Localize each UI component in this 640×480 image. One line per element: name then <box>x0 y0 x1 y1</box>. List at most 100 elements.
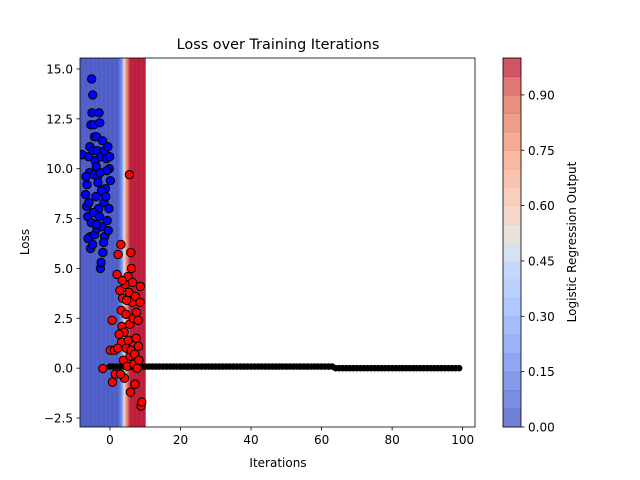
surface-band <box>84 58 87 427</box>
colorbar-tick-label: 0.75 <box>528 144 555 158</box>
class-0-point <box>86 74 97 84</box>
colorbar: 0.00 0.15 0.30 0.45 0.60 0.75 0.90 Logistic Re… <box>502 57 579 435</box>
x-tick-label: 0 <box>106 433 114 447</box>
colorbar-band <box>503 205 521 225</box>
class-1-point <box>113 343 123 353</box>
class-1-point <box>123 335 134 345</box>
surface-band <box>126 58 128 427</box>
surface-band <box>142 58 145 427</box>
colorbar-band <box>503 187 521 207</box>
class-0-point <box>104 152 115 162</box>
surface-band <box>124 58 127 427</box>
surface-band <box>138 58 141 427</box>
colorbar-band <box>503 76 521 96</box>
colorbar-ticks: 0.00 0.15 0.30 0.45 0.60 0.75 0.90 <box>521 88 555 435</box>
y-axis-ticks: −2.5 0.0 2.5 5.0 7.5 10.0 12.5 15.0 <box>44 62 80 426</box>
surface-band <box>130 58 132 427</box>
class-0-point <box>101 191 111 202</box>
y-tick-label: 0.0 <box>54 362 73 376</box>
surface-band <box>82 58 84 427</box>
y-tick-label: 12.5 <box>46 112 73 126</box>
surface-band <box>143 58 146 427</box>
colorbar-band <box>503 168 521 188</box>
class-0-point <box>82 179 92 190</box>
class-1-point <box>131 307 142 318</box>
y-tick-label: 5.0 <box>54 262 73 276</box>
class-0-point <box>93 177 103 188</box>
class-1-point <box>131 333 141 343</box>
class-0-point <box>96 257 106 268</box>
class-0-point <box>91 219 101 230</box>
x-tick-label: 20 <box>173 433 188 447</box>
colorbar-band <box>503 224 521 243</box>
colorbar-tick-label: 0.90 <box>528 88 555 102</box>
surface-band <box>125 58 128 427</box>
colorbar-tick-label: 0.60 <box>528 199 555 213</box>
class-0-point <box>87 90 98 100</box>
surface-band <box>141 58 144 427</box>
class-1-point <box>116 239 126 250</box>
class-1-point <box>135 297 145 308</box>
surface-band <box>127 58 129 427</box>
surface-band <box>140 58 142 427</box>
surface-band <box>96 58 98 427</box>
class-1-point <box>133 315 143 325</box>
y-tick-label: −2.5 <box>44 412 73 426</box>
colorbar-band <box>503 131 521 151</box>
class-0-point <box>97 136 108 146</box>
surface-band <box>139 58 141 427</box>
colorbar-band <box>503 94 521 114</box>
colorbar-tick-label: 0.45 <box>528 254 555 268</box>
class-0-point <box>103 142 113 152</box>
colorbar-band <box>503 334 521 354</box>
class-0-point <box>103 225 113 236</box>
x-tick-label: 40 <box>243 433 258 447</box>
surface-band <box>114 58 116 427</box>
class-0-point <box>95 118 105 128</box>
surface-band <box>111 58 114 427</box>
y-axis-label: Loss <box>18 229 32 255</box>
class-0-point <box>81 171 91 182</box>
surface-band <box>133 58 136 427</box>
surface-band <box>115 58 117 427</box>
surface-band <box>132 58 134 427</box>
class-1-point <box>112 269 122 280</box>
class-1-point <box>126 263 137 274</box>
y-tick-label: 15.0 <box>46 62 73 76</box>
x-tick-label: 100 <box>451 433 474 447</box>
colorbar-label: Logistic Regression Output <box>565 161 579 322</box>
class-1-point <box>107 315 117 325</box>
class-1-point <box>121 295 132 306</box>
surface-band <box>80 58 83 427</box>
surface-band <box>137 58 140 427</box>
colorbar-frame <box>502 57 522 428</box>
surface-band <box>110 58 113 427</box>
class-1-point <box>98 363 108 374</box>
surface-band <box>83 58 85 427</box>
colorbar-band <box>503 58 521 77</box>
surface-band <box>112 58 115 427</box>
surface-band <box>97 58 99 427</box>
colorbar-band <box>503 390 521 410</box>
class-0-point <box>105 175 116 186</box>
x-tick-label: 60 <box>314 433 329 447</box>
surface-band <box>97 58 100 427</box>
class-1-point <box>115 369 126 379</box>
class-0-point <box>87 239 98 250</box>
series-layer <box>80 74 463 411</box>
surface-band <box>115 58 118 427</box>
surface-band <box>134 58 137 427</box>
surface-band <box>144 58 146 427</box>
chart-title: Loss over Training Iterations <box>177 37 380 53</box>
colorbar-band <box>503 150 521 170</box>
class-1-point <box>133 341 144 351</box>
class-1-point <box>130 379 140 389</box>
plot-frame <box>79 57 476 428</box>
colorbar-tick-label: 0.00 <box>528 421 555 435</box>
surface-band <box>129 58 132 427</box>
class-1-point <box>127 277 138 288</box>
surface-band <box>135 58 137 427</box>
colorbar-tick-label: 0.30 <box>528 310 555 324</box>
class-1-point <box>113 249 123 260</box>
